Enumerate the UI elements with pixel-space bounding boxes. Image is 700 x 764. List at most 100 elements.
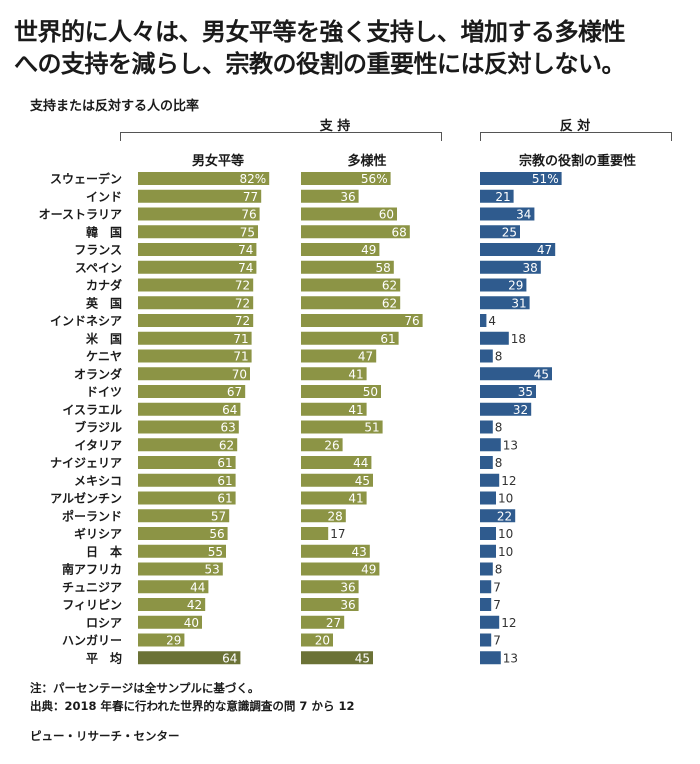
data-label: 7 [493,634,501,648]
bar [301,225,410,239]
bar [480,438,501,452]
bar [480,544,496,558]
data-label: 29 [166,634,181,648]
bar [138,491,236,505]
bar [480,189,514,203]
country-label: 米 国 [86,331,122,346]
data-label: 67 [227,385,242,399]
country-label: イタリア [74,438,122,452]
bar [480,367,552,381]
bar [138,562,223,576]
data-label: 17 [330,527,345,541]
bar [480,243,556,256]
title-line-1: 世界的に人々は、男女平等を強く支持し、増加する多様性 [14,18,626,46]
bar [138,349,252,363]
country-label: インドネシア [50,314,122,328]
bar [138,438,238,452]
country-label: ケニヤ [86,350,122,364]
country-label: チュニジア [62,580,122,594]
country-label: ナイジェリア [50,456,122,470]
country-label: ブラジル [74,420,122,435]
data-label: 40 [184,616,199,630]
bar [301,367,367,381]
data-label: 41 [348,492,363,506]
bar [301,438,343,452]
bar [138,473,236,487]
data-label: 57 [211,509,226,523]
data-label: 49 [361,243,376,257]
country-label: 南アフリカ [62,562,122,577]
data-label: 61 [380,332,395,346]
data-label: 53 [205,563,220,577]
bar [480,260,541,274]
chart-title: 世界的に人々は、男女平等を強く支持し、増加する多様性 への支持を減らし、宗教の役… [14,16,694,80]
data-label: 62 [382,296,397,310]
bar [301,385,381,398]
country-label: カナダ [86,278,122,293]
data-label: 20 [315,634,330,648]
data-label: 45 [534,367,549,381]
bar [480,651,501,665]
bar [138,189,262,203]
bar [301,598,359,611]
bar [480,615,500,629]
data-label: 55 [208,545,223,559]
bar [138,331,252,345]
data-label: 72 [235,296,250,310]
data-label: 7 [493,580,501,594]
bar [301,314,423,327]
data-label: 36 [340,598,355,612]
data-label: 62 [382,279,397,293]
data-label: 71 [233,332,248,346]
bar [480,420,493,434]
data-label: 58 [376,261,391,275]
bar [301,473,373,487]
data-label: 41 [348,367,363,381]
data-label: 75 [240,225,255,239]
country-label: ドイツ [86,385,122,399]
data-label: 51% [532,172,559,186]
bar [138,385,246,398]
bar [301,544,370,558]
column-header-gender-equality: 男女平等 [191,154,244,169]
country-label: オランダ [74,366,122,381]
bar [301,651,373,665]
bar [480,491,496,505]
data-label: 36 [340,580,355,594]
data-label: 4 [488,314,496,328]
country-label: スウェーデン [50,171,122,186]
bar [301,527,329,540]
bar [138,456,236,469]
bar [301,296,401,310]
data-label: 47 [537,243,552,257]
bar [480,349,493,363]
data-label: 74 [238,261,253,275]
bar [301,172,391,185]
bar [480,331,509,345]
bar [480,473,500,487]
data-label: 60 [379,208,394,222]
title-line-2: への支持を減らし、宗教の役割の重要性には反対しない。 [14,50,626,78]
data-label: 56% [361,172,388,186]
chart-subtitle: 支持または反対する人の比率 [30,99,200,114]
data-label: 41 [348,403,363,417]
data-label: 32 [513,403,528,417]
data-label: 12 [501,616,516,630]
bar [138,260,257,274]
data-label: 18 [511,332,526,346]
bar [480,296,530,310]
country-label: スペイン [75,261,122,275]
data-label: 71 [233,350,248,364]
data-label: 8 [495,456,503,470]
data-label: 61 [217,492,232,506]
bar [301,189,359,203]
data-label: 68 [392,225,407,239]
country-label: 英 国 [86,295,122,310]
data-label: 49 [361,563,376,577]
bar [480,402,532,416]
data-label: 43 [352,545,367,559]
bar [138,420,239,434]
country-label: アルゼンチン [50,491,122,506]
data-label: 82% [240,172,267,186]
